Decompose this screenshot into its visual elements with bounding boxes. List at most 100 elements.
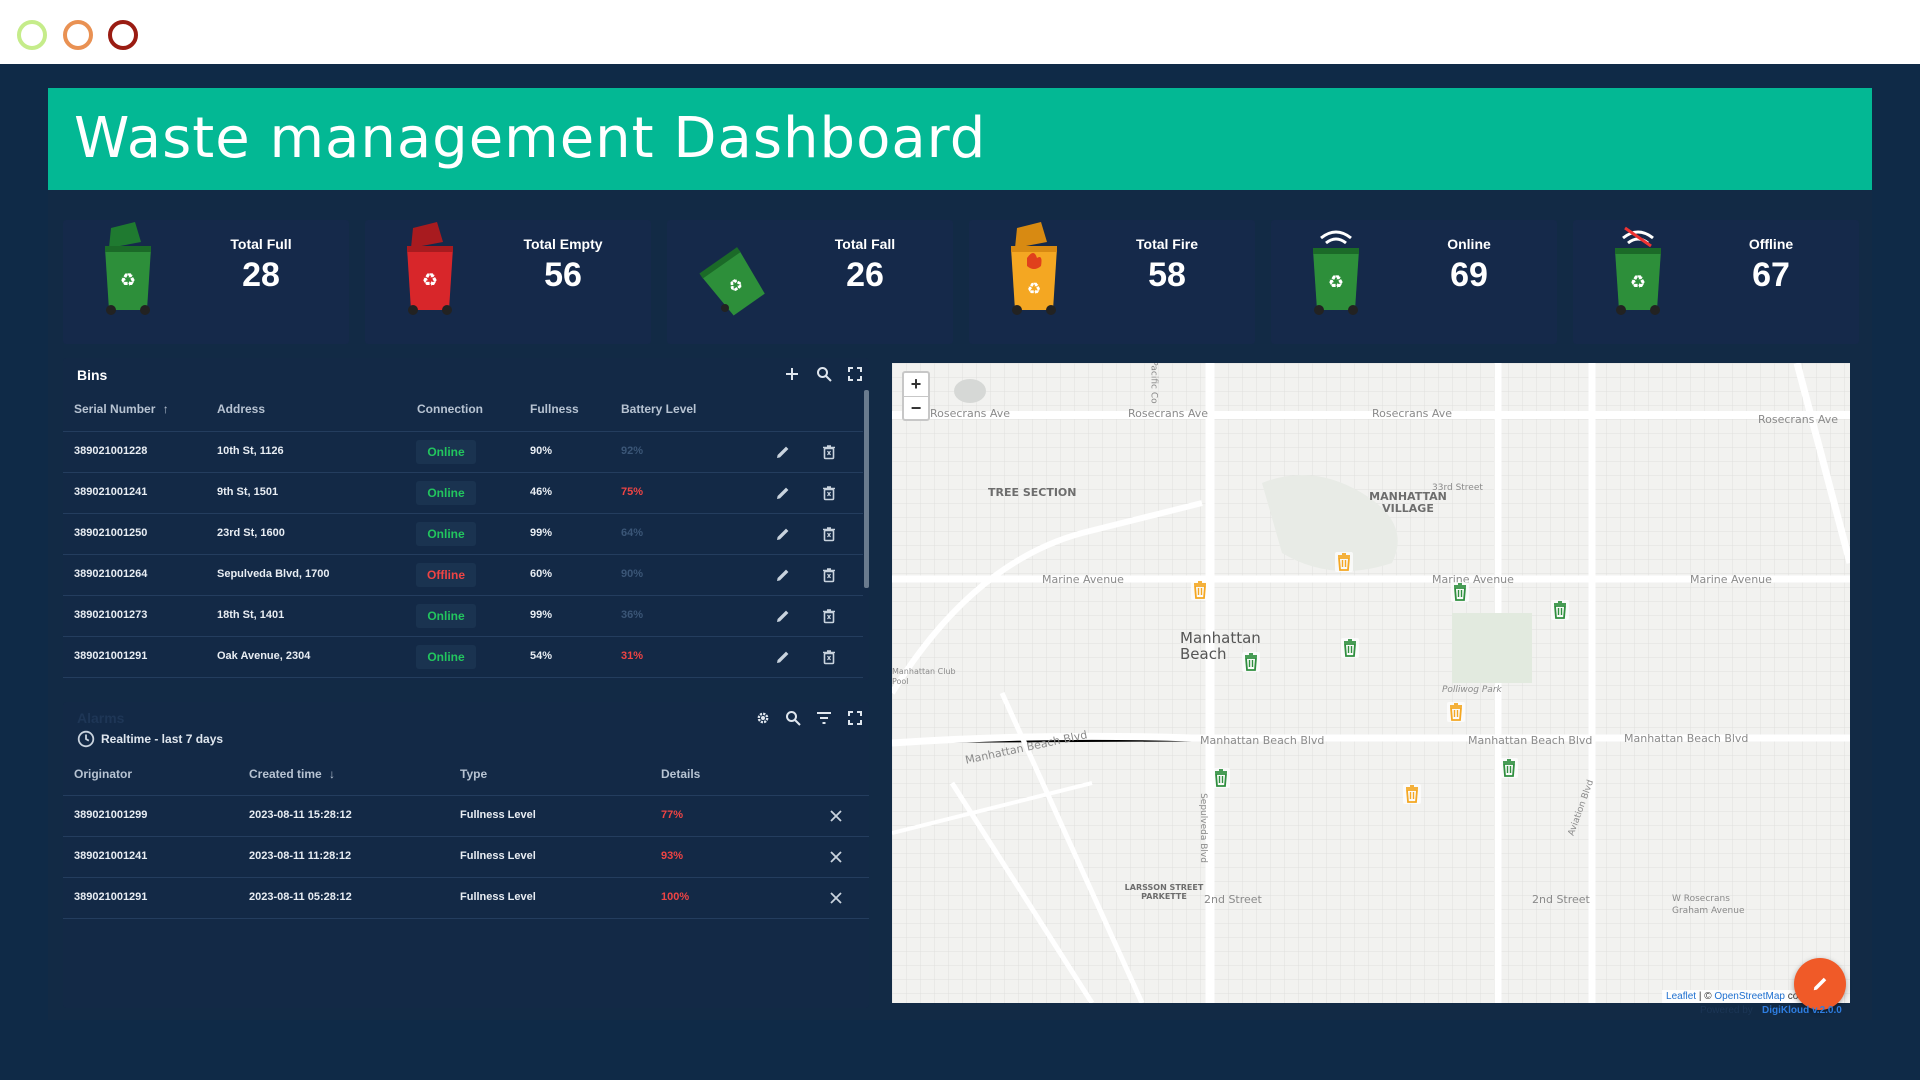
orange-bin-marker-icon[interactable] (1190, 579, 1210, 601)
clear-alarm-close-icon[interactable] (827, 807, 845, 825)
orange-bin-marker-icon[interactable] (1402, 783, 1422, 805)
map-street-label: 2nd Street (1204, 893, 1262, 906)
created-time-cell: 2023-08-11 15:28:12 (249, 809, 352, 821)
column-header-battery[interactable]: Battery Level (621, 402, 697, 416)
fullscreen-icon[interactable] (846, 365, 864, 383)
table-row[interactable]: 389021001241 9th St, 1501 Online 46% 75% (63, 473, 863, 514)
map-place-label: TREE SECTION (988, 486, 1077, 499)
delete-trash-icon[interactable] (820, 648, 838, 666)
green-bin-marker-icon[interactable] (1499, 757, 1519, 779)
table-row[interactable]: 389021001273 18th St, 1401 Online 99% 36% (63, 596, 863, 637)
edit-pencil-icon[interactable] (774, 607, 792, 625)
stat-label: Total Empty (523, 236, 603, 252)
column-header-connection[interactable]: Connection (417, 402, 483, 416)
alarms-panel-title: Alarms (77, 710, 125, 726)
stat-card-offline: ♻ Offline 67 (1573, 220, 1859, 344)
fullness-cell: 99% (530, 527, 553, 539)
clear-alarm-close-icon[interactable] (827, 889, 845, 907)
column-header-serial[interactable]: Serial Number ↑ (74, 402, 169, 416)
delete-trash-icon[interactable] (820, 484, 838, 502)
map-street-label: Rosecrans Ave (1128, 407, 1209, 420)
window-control-orange-circle[interactable] (63, 20, 93, 50)
stat-value: 28 (242, 256, 280, 294)
delete-trash-icon[interactable] (820, 525, 838, 543)
table-row[interactable]: 389021001228 10th St, 1126 Online 90% 92% (63, 432, 863, 473)
address-cell: 18th St, 1401 (217, 609, 285, 621)
stat-label: Online (1447, 236, 1491, 252)
fullscreen-icon[interactable] (846, 709, 864, 727)
address-cell: Oak Avenue, 2304 (217, 650, 311, 662)
header-divider (63, 795, 869, 796)
edit-pencil-icon[interactable] (774, 443, 792, 461)
table-row[interactable]: 389021001264 Sepulveda Blvd, 1700 Offline 6… (63, 555, 863, 596)
column-header-created-time[interactable]: Created time ↓ (249, 767, 335, 781)
originator-cell: 389021001241 (74, 850, 148, 862)
filter-icon[interactable] (815, 709, 833, 727)
clear-alarm-close-icon[interactable] (827, 848, 845, 866)
map-street-label: Marine Avenue (1042, 573, 1124, 586)
zoom-control: + − (902, 371, 930, 421)
address-cell: 9th St, 1501 (217, 486, 279, 498)
window-control-green-circle[interactable] (17, 20, 47, 50)
map-street-label: 2nd Street (1532, 893, 1590, 906)
openstreetmap-link[interactable]: OpenStreetMap (1714, 991, 1785, 1002)
clock-icon (77, 730, 95, 748)
green-bin-marker-icon[interactable] (1211, 767, 1231, 789)
orange-bin-marker-icon[interactable] (1334, 551, 1354, 573)
column-header-label: Serial Number (74, 402, 156, 416)
alarm-type-cell: Fullness Level (460, 850, 536, 862)
orange-bin-marker-icon[interactable] (1446, 701, 1466, 723)
edit-pencil-icon[interactable] (774, 566, 792, 584)
column-header-originator[interactable]: Originator (74, 767, 133, 781)
edit-floating-button[interactable] (1794, 958, 1846, 1010)
table-row[interactable]: 389021001291 2023-08-11 05:28:12 Fullness … (63, 878, 869, 919)
table-row[interactable]: 389021001299 2023-08-11 15:28:12 Fullness … (63, 796, 869, 837)
bins-scrollbar[interactable] (864, 390, 869, 588)
map-view[interactable]: + − Rosecrans Ave Rosecrans Ave Rosecran… (892, 363, 1850, 1003)
column-header-fullness[interactable]: Fullness (530, 402, 579, 416)
zoom-in-button[interactable]: + (910, 374, 922, 394)
delete-trash-icon[interactable] (820, 607, 838, 625)
alarms-panel: Alarms Realtime - last 7 days Originator… (63, 702, 869, 1008)
zoom-out-button[interactable]: − (910, 398, 922, 418)
alarm-details-cell: 77% (661, 809, 684, 821)
battery-level-cell: 90% (621, 568, 644, 580)
svg-text:♻: ♻ (1630, 272, 1646, 292)
fallen-trash-bin-icon: ♻ (695, 220, 769, 316)
map-place-label: LARSSON STREET PARKETTE (1124, 883, 1204, 901)
delete-trash-icon[interactable] (820, 443, 838, 461)
delete-trash-icon[interactable] (820, 566, 838, 584)
edit-pencil-icon[interactable] (774, 525, 792, 543)
table-row[interactable]: 389021001291 Oak Avenue, 2304 Online 54% 31% (63, 637, 863, 678)
search-icon[interactable] (784, 709, 802, 727)
add-icon[interactable] (783, 365, 801, 383)
green-bin-marker-icon[interactable] (1450, 581, 1470, 603)
version-link[interactable]: DigiKloud v.2.0.0 (1762, 1005, 1842, 1016)
green-bin-marker-icon[interactable] (1241, 651, 1261, 673)
address-cell: Sepulveda Blvd, 1700 (217, 568, 330, 580)
red-trash-bin-icon: ♻ (393, 220, 467, 316)
stat-label: Total Fall (834, 236, 896, 252)
map-street-label: Rosecrans Ave (930, 407, 1011, 420)
fullness-cell: 60% (530, 568, 553, 580)
column-header-details[interactable]: Details (661, 767, 701, 781)
window-control-red-circle[interactable] (108, 20, 138, 50)
stat-card-total-fall: ♻ Total Fall 26 (667, 220, 953, 344)
connection-status-badge: Online (416, 440, 476, 464)
edit-pencil-icon[interactable] (774, 648, 792, 666)
table-row[interactable]: 389021001250 23rd St, 1600 Online 99% 64% (63, 514, 863, 555)
battery-level-cell: 75% (621, 486, 644, 498)
map-street-label: Rosecrans Ave (1372, 407, 1453, 420)
time-window-selector[interactable]: Realtime - last 7 days (77, 730, 223, 748)
battery-level-cell: 64% (621, 527, 644, 539)
green-bin-marker-icon[interactable] (1340, 637, 1360, 659)
table-row[interactable]: 389021001241 2023-08-11 11:28:12 Fullness … (63, 837, 869, 878)
green-bin-marker-icon[interactable] (1550, 599, 1570, 621)
leaflet-link[interactable]: Leaflet (1666, 991, 1697, 1002)
column-header-type[interactable]: Type (460, 767, 488, 781)
attribution-separator: | © (1696, 991, 1715, 1002)
search-icon[interactable] (815, 365, 833, 383)
edit-pencil-icon[interactable] (774, 484, 792, 502)
column-header-address[interactable]: Address (217, 402, 266, 416)
settings-gear-icon[interactable] (754, 709, 772, 727)
